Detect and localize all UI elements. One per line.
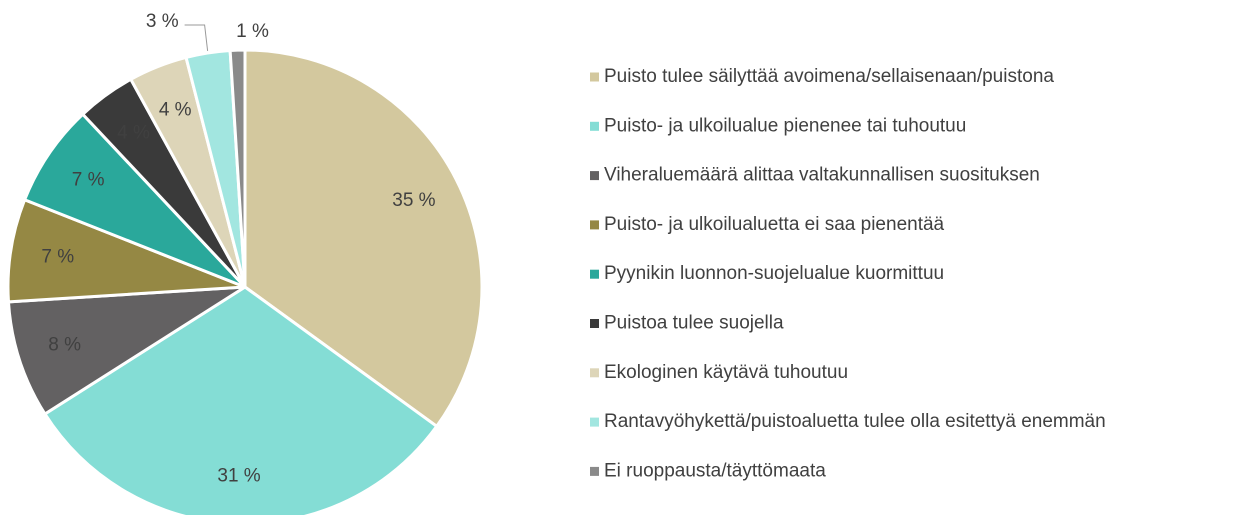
legend-label: Ei ruoppausta/täyttömaata [604,460,826,481]
legend-swatch [590,417,599,427]
pie-slice [22,112,247,289]
data-label: 4 % [159,100,192,121]
legend-label: Rantavyöhykettä/puistoaluetta tulee olla… [604,411,1106,432]
leader-line [184,24,209,51]
legend-label: Puisto tulee säilyttää avoimena/sellaise… [604,66,1054,87]
data-label: 35 % [392,190,435,211]
pie-slice [42,285,439,515]
legend-swatch [590,72,599,82]
legend-swatch [590,171,599,181]
data-label: 1 % [236,21,269,42]
pie-slice [228,48,247,288]
legend-label: Puisto- ja ulkoilualuetta ei saa pienent… [604,214,945,235]
pie-slice [6,285,246,417]
data-label: 31 % [217,466,260,487]
pie-slice [6,197,246,304]
legend-label: Viheraluemäärä alittaa valtakunnallisen … [604,165,1040,186]
data-label: 7 % [72,169,105,190]
data-label: 3 % [146,11,179,32]
data-label: 4 % [117,123,150,144]
legend-label: Puisto- ja ulkoilualue pienenee tai tuho… [604,115,966,136]
legend-swatch [590,319,599,328]
legend-swatch [590,220,599,230]
legend-swatch [590,466,599,476]
data-label: 8 % [48,335,81,356]
legend-label: Pyynikin luonnon-suojelualue kuormittuu [604,263,944,284]
legend-label: Ekologinen käytävä tuhoutuu [604,362,848,383]
pie-slice [243,48,484,429]
legend-swatch [590,368,599,378]
legend-label: Puistoa tulee suojella [604,313,784,334]
legend-swatch [590,121,599,131]
legend-swatch [590,269,599,279]
data-label: 7 % [41,246,74,267]
